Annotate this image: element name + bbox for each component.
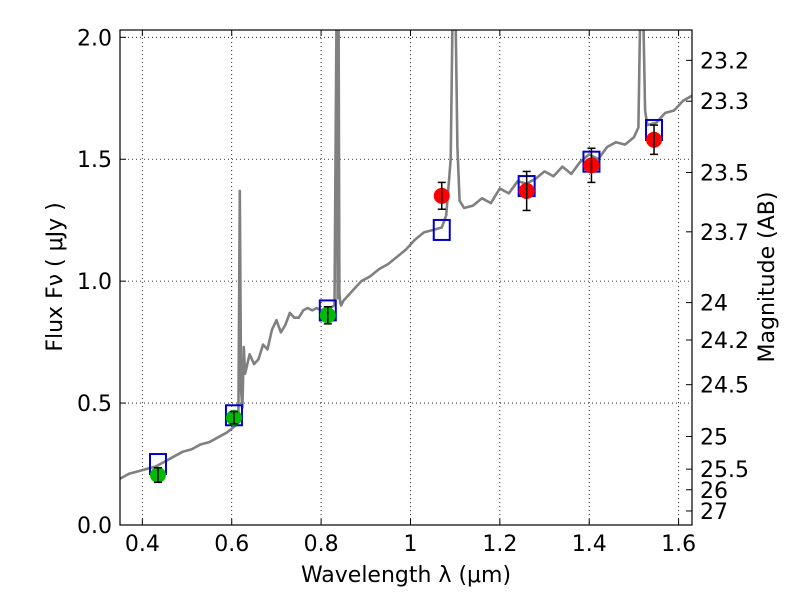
mag-tick-label: 25.5	[700, 458, 749, 483]
y-tick-label: 0.0	[77, 514, 112, 539]
x-tick-label: 1.6	[661, 532, 696, 557]
mag-tick-label: 25	[700, 425, 728, 450]
y-axis-label: Flux Fν ( μJy )	[43, 202, 68, 351]
axes: 0.4 0.6 0.8 1 1.2 1.4 1.6 0.0 0.5 1.0 1.5 2.0 23.2 23…	[77, 26, 749, 557]
mag-tick-label: 24	[700, 292, 728, 317]
x-axis-label: Wavelength λ (μm)	[301, 563, 511, 588]
y-tick-label: 2.0	[77, 26, 112, 51]
grid	[120, 30, 692, 526]
y2-axis-label: Magnitude (AB)	[755, 192, 780, 363]
mag-tick-label: 23.3	[700, 90, 749, 115]
y-tick-label: 1.5	[77, 148, 112, 173]
plot-frame	[119, 29, 693, 526]
y-tick-label: 1.0	[77, 270, 112, 295]
x-tick-label: 0.6	[214, 532, 249, 557]
spectrum-line	[120, 30, 692, 480]
y-tick-label: 0.5	[77, 392, 112, 417]
plot-area	[120, 30, 692, 484]
model-square-marker	[432, 218, 451, 241]
mag-tick-label: 26	[700, 479, 728, 504]
mag-tick-label: 24.2	[700, 329, 749, 354]
x-tick-label: 1	[403, 532, 417, 557]
x-tick-label: 1.4	[572, 532, 607, 557]
mag-tick-label: 23.7	[700, 221, 749, 246]
x-tick-label: 0.8	[304, 532, 339, 557]
x-tick-label: 1.2	[482, 532, 517, 557]
mag-tick-label: 23.2	[700, 49, 749, 74]
x-tick-label: 0.4	[125, 532, 160, 557]
mag-tick-label: 27	[700, 500, 728, 525]
mag-tick-label: 24.5	[700, 374, 749, 399]
mag-tick-label: 23.5	[700, 162, 749, 187]
